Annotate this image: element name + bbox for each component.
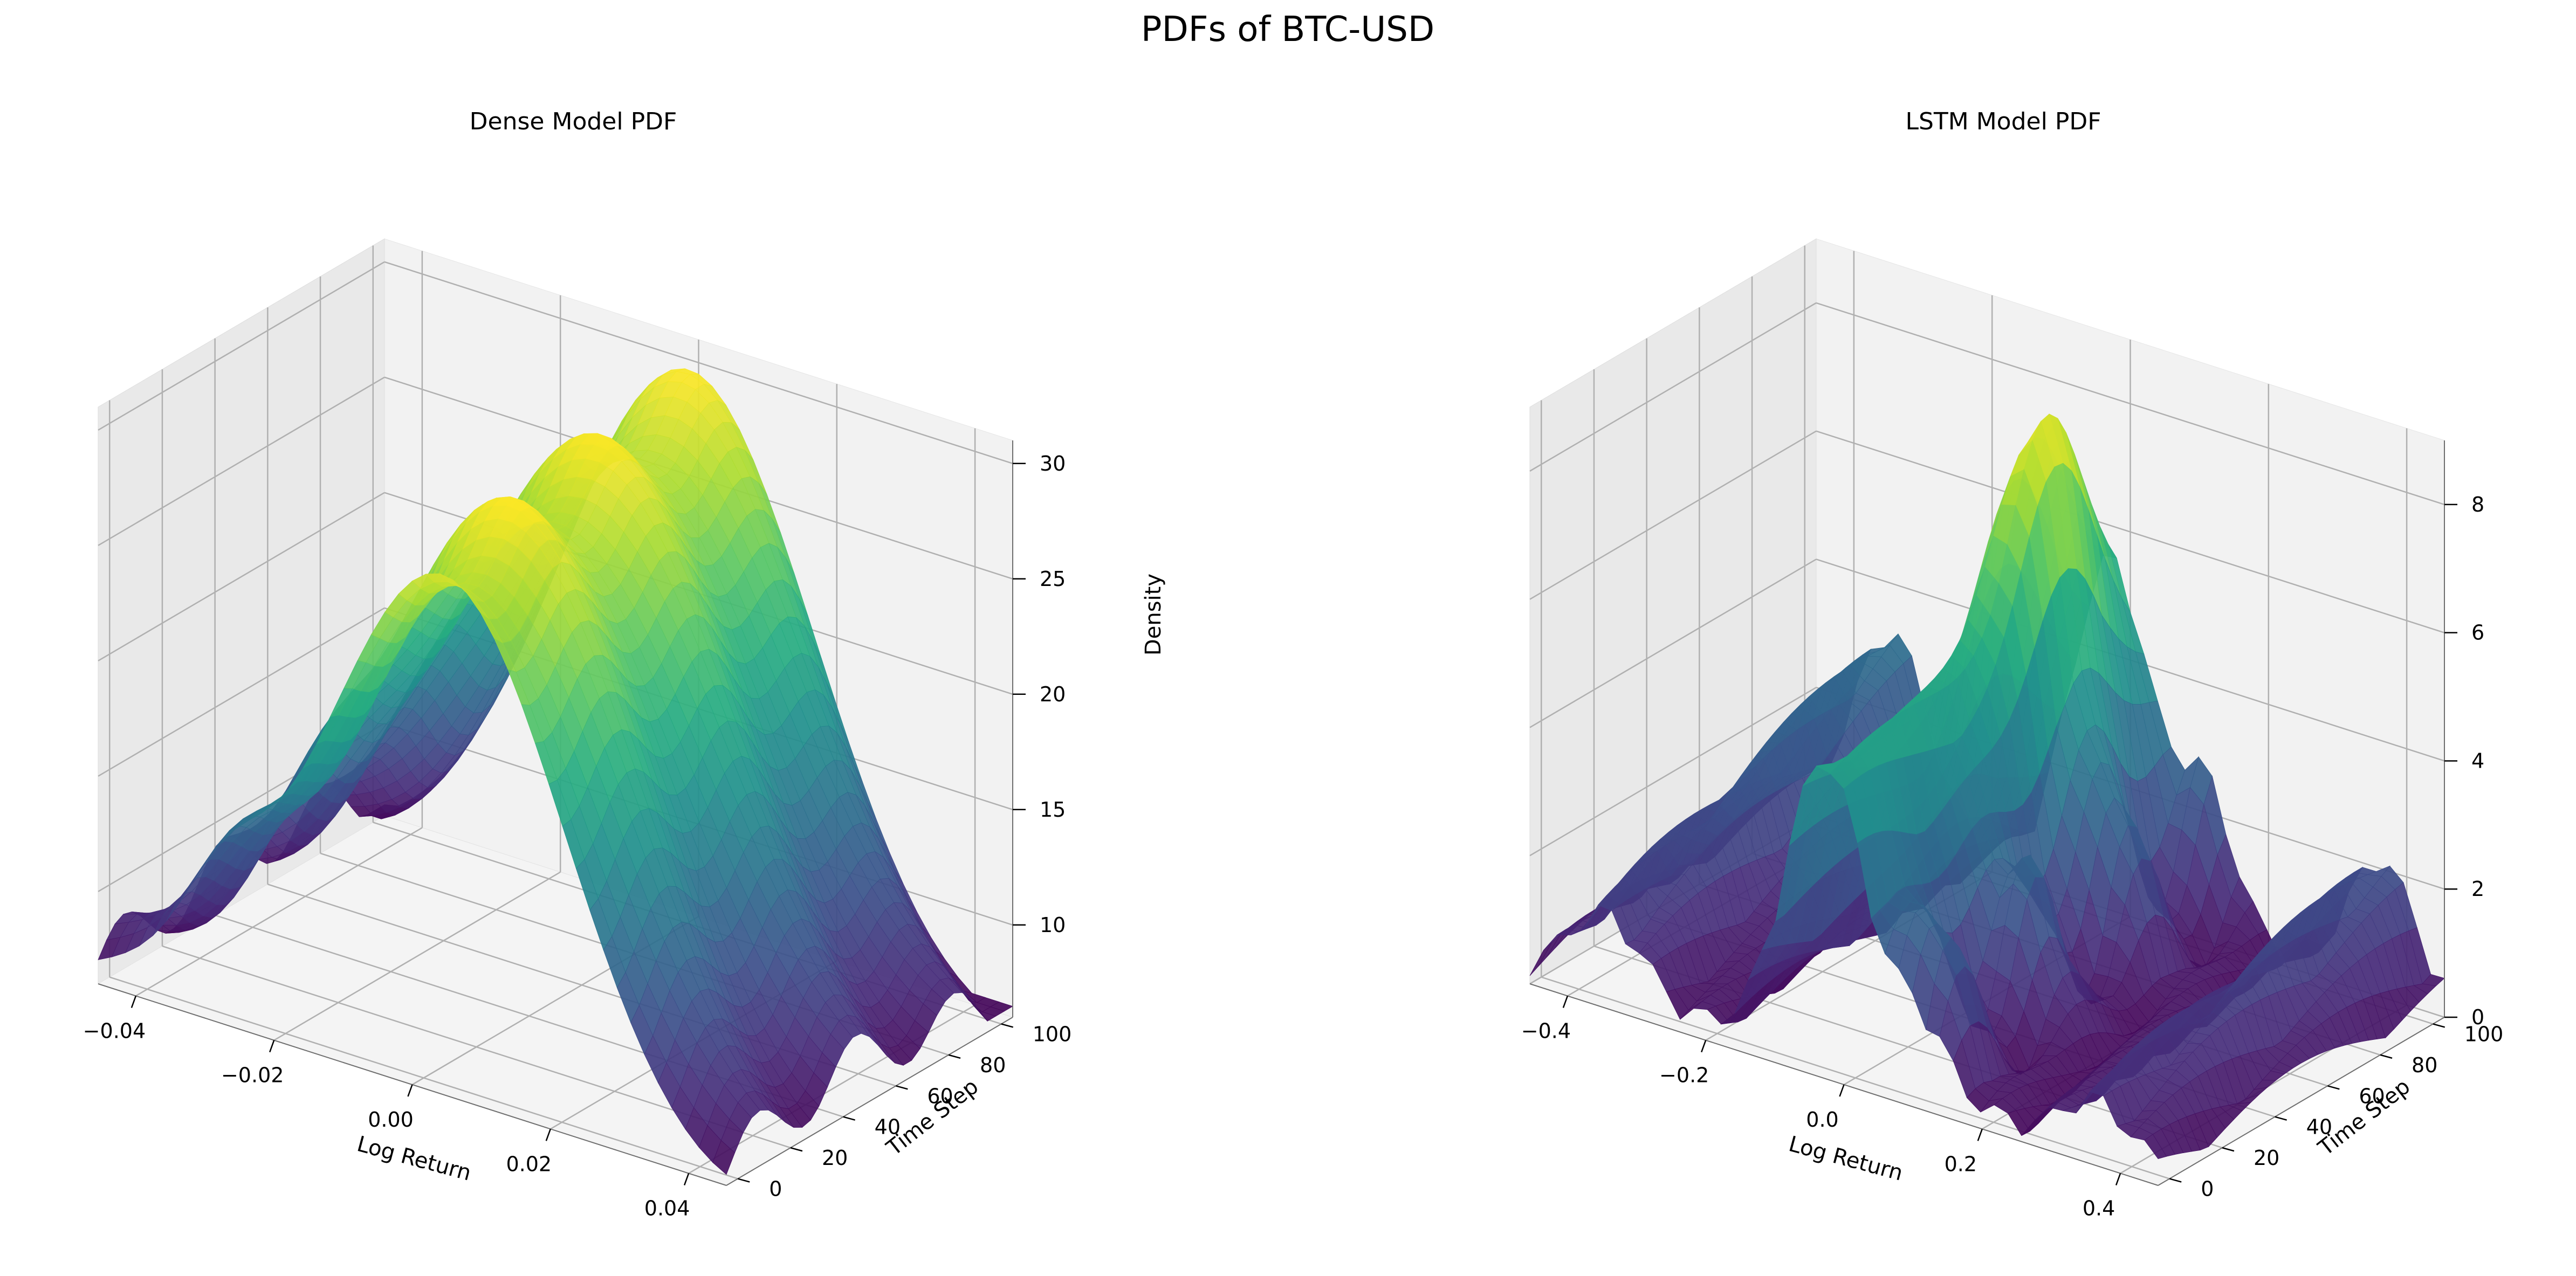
y-tick-label: 80 bbox=[2412, 1053, 2437, 1077]
z-tick-label: 6 bbox=[2471, 621, 2484, 645]
y-tick-label: 20 bbox=[822, 1146, 848, 1170]
y-tick-label: 100 bbox=[2464, 1022, 2504, 1046]
x-tick-label: 0.4 bbox=[2083, 1197, 2115, 1220]
x-tick-label: 0.0 bbox=[1806, 1108, 1838, 1132]
panel-title: Dense Model PDF bbox=[470, 108, 677, 135]
x-tick-label: 0.2 bbox=[1945, 1152, 1977, 1176]
density-surface bbox=[1529, 413, 2445, 1159]
z-tick-label: 30 bbox=[1040, 452, 1066, 475]
z-tick-label: 4 bbox=[2471, 749, 2484, 773]
y-tick-label: 0 bbox=[769, 1177, 782, 1201]
z-tick-label: 0 bbox=[2471, 1005, 2484, 1029]
y-tick-label: 60 bbox=[2359, 1084, 2385, 1108]
y-tick-label: 0 bbox=[2201, 1177, 2214, 1201]
dense-model-panel: −0.04 −0.02 0.00 0.02 0.04 0 20 40 60 80 100 10 15 20… bbox=[83, 108, 1166, 1220]
z-tick-label: 25 bbox=[1040, 567, 1066, 591]
y-tick-label: 20 bbox=[2254, 1146, 2279, 1170]
z-tick-label: 20 bbox=[1040, 682, 1066, 706]
z-tick-label: 10 bbox=[1040, 913, 1066, 937]
x-tick-label: 0.04 bbox=[644, 1197, 690, 1220]
x-tick-label: −0.04 bbox=[83, 1019, 146, 1043]
x-tick-label: 0.00 bbox=[368, 1108, 414, 1132]
z-axis-label: Density bbox=[1141, 574, 1166, 656]
y-tick-label: 80 bbox=[980, 1053, 1006, 1077]
figure-title: PDFs of BTC-USD bbox=[1141, 10, 1434, 50]
density-surface bbox=[98, 368, 1013, 1175]
x-tick-label: −0.02 bbox=[221, 1064, 284, 1087]
z-tick-label: 2 bbox=[2471, 877, 2484, 901]
x-tick-label: 0.02 bbox=[506, 1152, 552, 1176]
x-axis-label: Log Return bbox=[354, 1132, 473, 1186]
z-tick-label: 15 bbox=[1040, 798, 1066, 822]
y-tick-label: 60 bbox=[927, 1084, 953, 1108]
y-tick-label: 40 bbox=[2306, 1115, 2332, 1139]
z-tick-label: 8 bbox=[2471, 493, 2484, 516]
y-tick-label: 100 bbox=[1033, 1022, 1072, 1046]
x-tick-label: −0.4 bbox=[1521, 1019, 1571, 1043]
panel-title: LSTM Model PDF bbox=[1905, 108, 2101, 135]
y-tick-label: 40 bbox=[875, 1115, 901, 1139]
x-tick-label: −0.2 bbox=[1659, 1064, 1709, 1087]
x-axis-label: Log Return bbox=[1786, 1132, 1905, 1186]
